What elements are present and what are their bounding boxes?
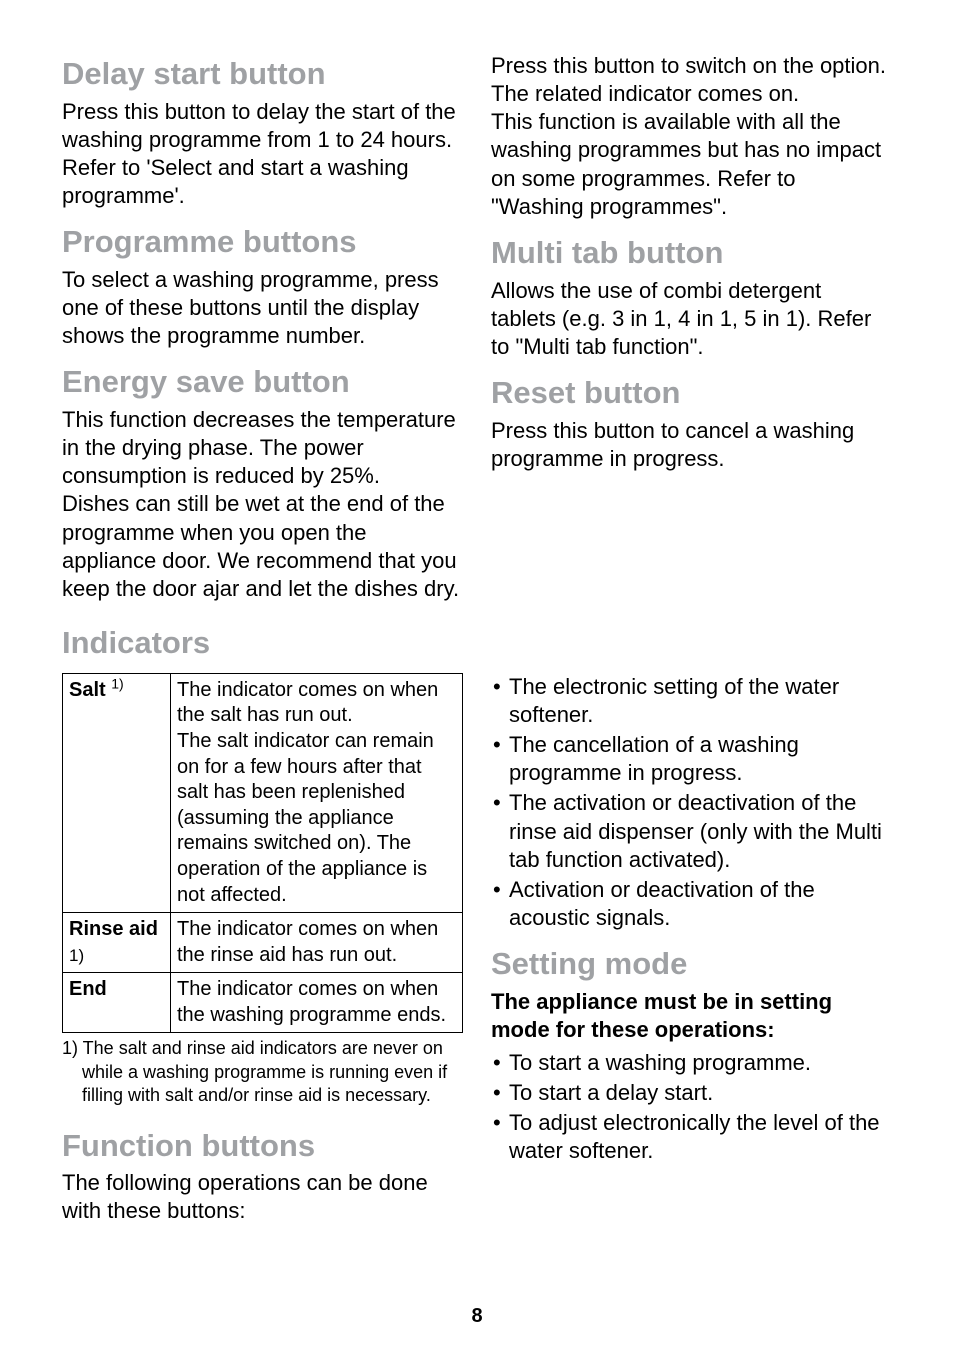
bullets-operations: The electronic setting of the water soft… bbox=[491, 673, 892, 932]
table-row: Salt 1)The indicator comes on when the s… bbox=[63, 673, 463, 912]
indicators-table: Salt 1)The indicator comes on when the s… bbox=[62, 673, 463, 1034]
top-columns: Delay start button Press this button to … bbox=[62, 42, 892, 603]
bottom-right-col: The electronic setting of the water soft… bbox=[491, 667, 892, 1226]
heading-indicators: Indicators bbox=[62, 625, 892, 661]
table-cell-label: End bbox=[63, 973, 171, 1033]
list-item: The activation or deactivation of the ri… bbox=[491, 789, 892, 873]
para-reset: Press this button to cancel a washing pr… bbox=[491, 417, 892, 473]
top-left-col: Delay start button Press this button to … bbox=[62, 42, 463, 603]
para-energy-save-a: This function decreases the temperature … bbox=[62, 406, 463, 490]
para-press-option: Press this button to switch on the optio… bbox=[491, 52, 892, 108]
heading-multi-tab: Multi tab button bbox=[491, 235, 892, 271]
heading-function-buttons: Function buttons bbox=[62, 1128, 463, 1164]
para-function-buttons: The following operations can be done wit… bbox=[62, 1169, 463, 1225]
heading-energy-save: Energy save button bbox=[62, 364, 463, 400]
list-item: To adjust electronically the level of th… bbox=[491, 1109, 892, 1165]
list-item: Activation or deactivation of the acoust… bbox=[491, 876, 892, 932]
table-row: Rinse aid1)The indicator comes on when t… bbox=[63, 913, 463, 973]
table-cell-label: Salt 1) bbox=[63, 673, 171, 912]
top-right-col: Press this button to switch on the optio… bbox=[491, 42, 892, 603]
para-delay-start: Press this button to delay the start of … bbox=[62, 98, 463, 211]
list-item: The cancellation of a washing programme … bbox=[491, 731, 892, 787]
para-multi-tab: Allows the use of combi detergent tablet… bbox=[491, 277, 892, 361]
table-cell-desc: The indicator comes on when the washing … bbox=[171, 973, 463, 1033]
para-energy-save-b: Dishes can still be wet at the end of th… bbox=[62, 490, 463, 603]
bullets-setting-mode: To start a washing programme.To start a … bbox=[491, 1049, 892, 1166]
table-row: EndThe indicator comes on when the washi… bbox=[63, 973, 463, 1033]
para-programme-buttons: To select a washing programme, press one… bbox=[62, 266, 463, 350]
heading-delay-start: Delay start button bbox=[62, 56, 463, 92]
list-item: To start a washing programme. bbox=[491, 1049, 892, 1077]
heading-setting-mode: Setting mode bbox=[491, 946, 892, 982]
heading-reset: Reset button bbox=[491, 375, 892, 411]
list-item: To start a delay start. bbox=[491, 1079, 892, 1107]
table-cell-label: Rinse aid1) bbox=[63, 913, 171, 973]
list-item: The electronic setting of the water soft… bbox=[491, 673, 892, 729]
page-number: 8 bbox=[0, 1305, 954, 1328]
table-cell-desc: The indicator comes on when the rinse ai… bbox=[171, 913, 463, 973]
bottom-columns: Salt 1)The indicator comes on when the s… bbox=[62, 667, 892, 1226]
subhead-setting-mode: The appliance must be in setting mode fo… bbox=[491, 988, 892, 1045]
table-footnote: 1) The salt and rinse aid indicators are… bbox=[62, 1037, 463, 1107]
heading-programme-buttons: Programme buttons bbox=[62, 224, 463, 260]
para-function-available: This function is available with all the … bbox=[491, 108, 892, 221]
table-cell-desc: The indicator comes on when the salt has… bbox=[171, 673, 463, 912]
bottom-left-col: Salt 1)The indicator comes on when the s… bbox=[62, 667, 463, 1226]
